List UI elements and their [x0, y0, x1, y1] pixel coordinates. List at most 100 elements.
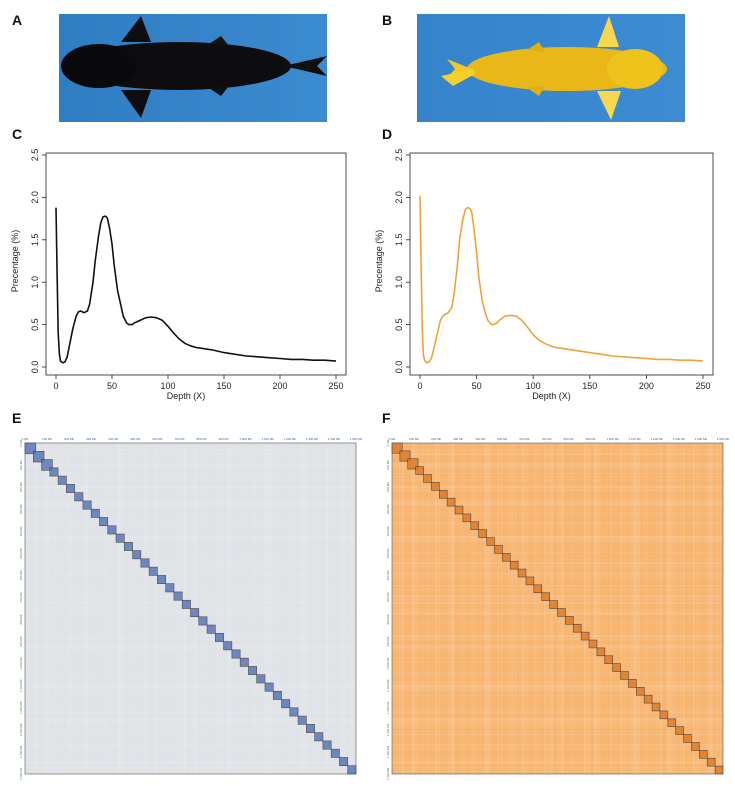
chromosome-block — [157, 575, 166, 584]
heatmap-texture — [464, 443, 466, 774]
heatmap-texture — [706, 443, 710, 774]
heatmap-texture — [392, 535, 723, 539]
heatmap-texture — [25, 489, 356, 492]
heatmap-texture — [716, 443, 718, 774]
heatmap-left-label: 300 Mb — [19, 504, 23, 514]
heatmap-texture — [501, 443, 503, 774]
hic-heatmap-yellow: 0 Mb0 Mb 100 Mb 100 Mb 200 Mb 200 Mb 300 Mb 30… — [386, 437, 730, 780]
chromosome-block — [264, 682, 274, 692]
heatmap-left-label: 1,000 Mb — [19, 657, 23, 670]
chromosome-block — [132, 550, 142, 560]
heatmap-top-label: 1,100 Mb — [261, 437, 274, 441]
heatmap-texture — [392, 452, 723, 455]
heatmap-texture — [435, 443, 438, 774]
heatmap-texture — [107, 443, 110, 774]
heatmap-texture — [392, 744, 723, 747]
heatmap-top-label: 1,400 Mb — [695, 437, 708, 441]
heatmap-texture — [25, 634, 356, 637]
y-tick-label: 2.5 — [394, 149, 404, 162]
heatmap-top-label: 1,400 Mb — [328, 437, 341, 441]
heatmap-texture — [392, 565, 723, 568]
chromosome-block — [565, 616, 574, 625]
heatmap-texture — [392, 687, 723, 691]
heatmap-texture — [25, 625, 356, 627]
heatmap-texture — [25, 707, 356, 710]
heatmap-left-label: 500 Mb — [386, 548, 390, 558]
heatmap-texture — [392, 661, 723, 663]
heatmap-texture — [415, 443, 419, 774]
chromosome-block — [272, 690, 282, 700]
chromosome-block — [347, 765, 357, 775]
heatmap-texture — [312, 443, 314, 774]
chromosome-block — [651, 702, 661, 712]
heatmap-texture — [392, 724, 723, 728]
heatmap-texture — [421, 443, 423, 774]
heatmap-left-label: 500 Mb — [19, 548, 23, 558]
heatmap-texture — [25, 565, 356, 568]
heatmap-top-label: 600 Mb — [519, 437, 529, 441]
heatmap-texture — [607, 443, 609, 774]
heatmap-texture — [392, 552, 723, 554]
heatmap-texture — [623, 443, 626, 774]
heatmap-left-label: 1,300 Mb — [19, 723, 23, 736]
heatmap-texture — [392, 658, 723, 660]
heatmap-texture — [392, 674, 723, 677]
heatmap-texture — [392, 489, 723, 492]
heatmap-texture — [392, 479, 723, 481]
heatmap-texture — [25, 770, 356, 772]
x-tick-label: 200 — [272, 381, 287, 391]
heatmap-left-label: 1,100 Mb — [19, 679, 23, 692]
heatmap-left-label: 200 Mb — [19, 482, 23, 492]
chromosome-block — [399, 450, 411, 462]
heatmap-texture — [636, 443, 640, 774]
heatmap-texture — [25, 443, 26, 774]
heatmap-texture — [398, 443, 401, 774]
x-axis-label: Depth (X) — [532, 391, 571, 401]
heatmap-texture — [71, 443, 74, 774]
chromosome-block — [557, 608, 566, 617]
heatmap-texture — [693, 443, 696, 774]
heatmap-texture — [610, 443, 612, 774]
heatmap-texture — [392, 538, 723, 542]
heatmap-texture — [25, 515, 356, 517]
chromosome-block — [322, 740, 332, 750]
heatmap-texture — [25, 697, 356, 699]
heatmap-texture — [392, 499, 723, 503]
x-axis-label: Depth (X) — [167, 391, 206, 401]
heatmap-texture — [84, 443, 88, 774]
heatmap-texture — [25, 552, 356, 554]
x-tick-label: 0 — [417, 381, 422, 391]
heatmap-texture — [25, 522, 356, 525]
chromosome-block — [190, 608, 200, 618]
heatmap-texture — [670, 443, 674, 774]
heatmap-texture — [25, 486, 356, 489]
heatmap-texture — [170, 443, 172, 774]
chromosome-block — [628, 679, 637, 688]
heatmap-top-label: 700 Mb — [541, 437, 551, 441]
chromosome-block — [494, 545, 503, 554]
chromosome-block — [502, 553, 511, 562]
chromosome-block — [223, 641, 233, 651]
y-tick-label: 0.5 — [394, 318, 404, 331]
heatmap-top-label: 800 Mb — [197, 437, 207, 441]
heatmap-texture — [646, 443, 648, 774]
heatmap-texture — [167, 443, 169, 774]
heatmap-texture — [719, 443, 721, 774]
chromosome-block — [517, 568, 527, 578]
heatmap-texture — [25, 466, 356, 470]
y-tick-label: 1.5 — [394, 234, 404, 247]
heatmap-texture — [392, 734, 723, 736]
heatmap-texture — [547, 443, 550, 774]
heatmap-left-label: 1,000 Mb — [386, 657, 390, 670]
heatmap-texture — [25, 558, 356, 561]
heatmap-texture — [104, 443, 107, 774]
heatmap-left-label: 400 Mb — [19, 526, 23, 536]
chromosome-block — [423, 474, 432, 483]
heatmap-texture — [25, 717, 356, 721]
heatmap-texture — [587, 443, 590, 774]
photo-black-koi — [59, 14, 327, 122]
heatmap-texture — [147, 443, 150, 774]
heatmap-top-label: 200 Mb — [431, 437, 441, 441]
heatmap-texture — [81, 443, 85, 774]
heatmap-texture — [25, 535, 356, 539]
